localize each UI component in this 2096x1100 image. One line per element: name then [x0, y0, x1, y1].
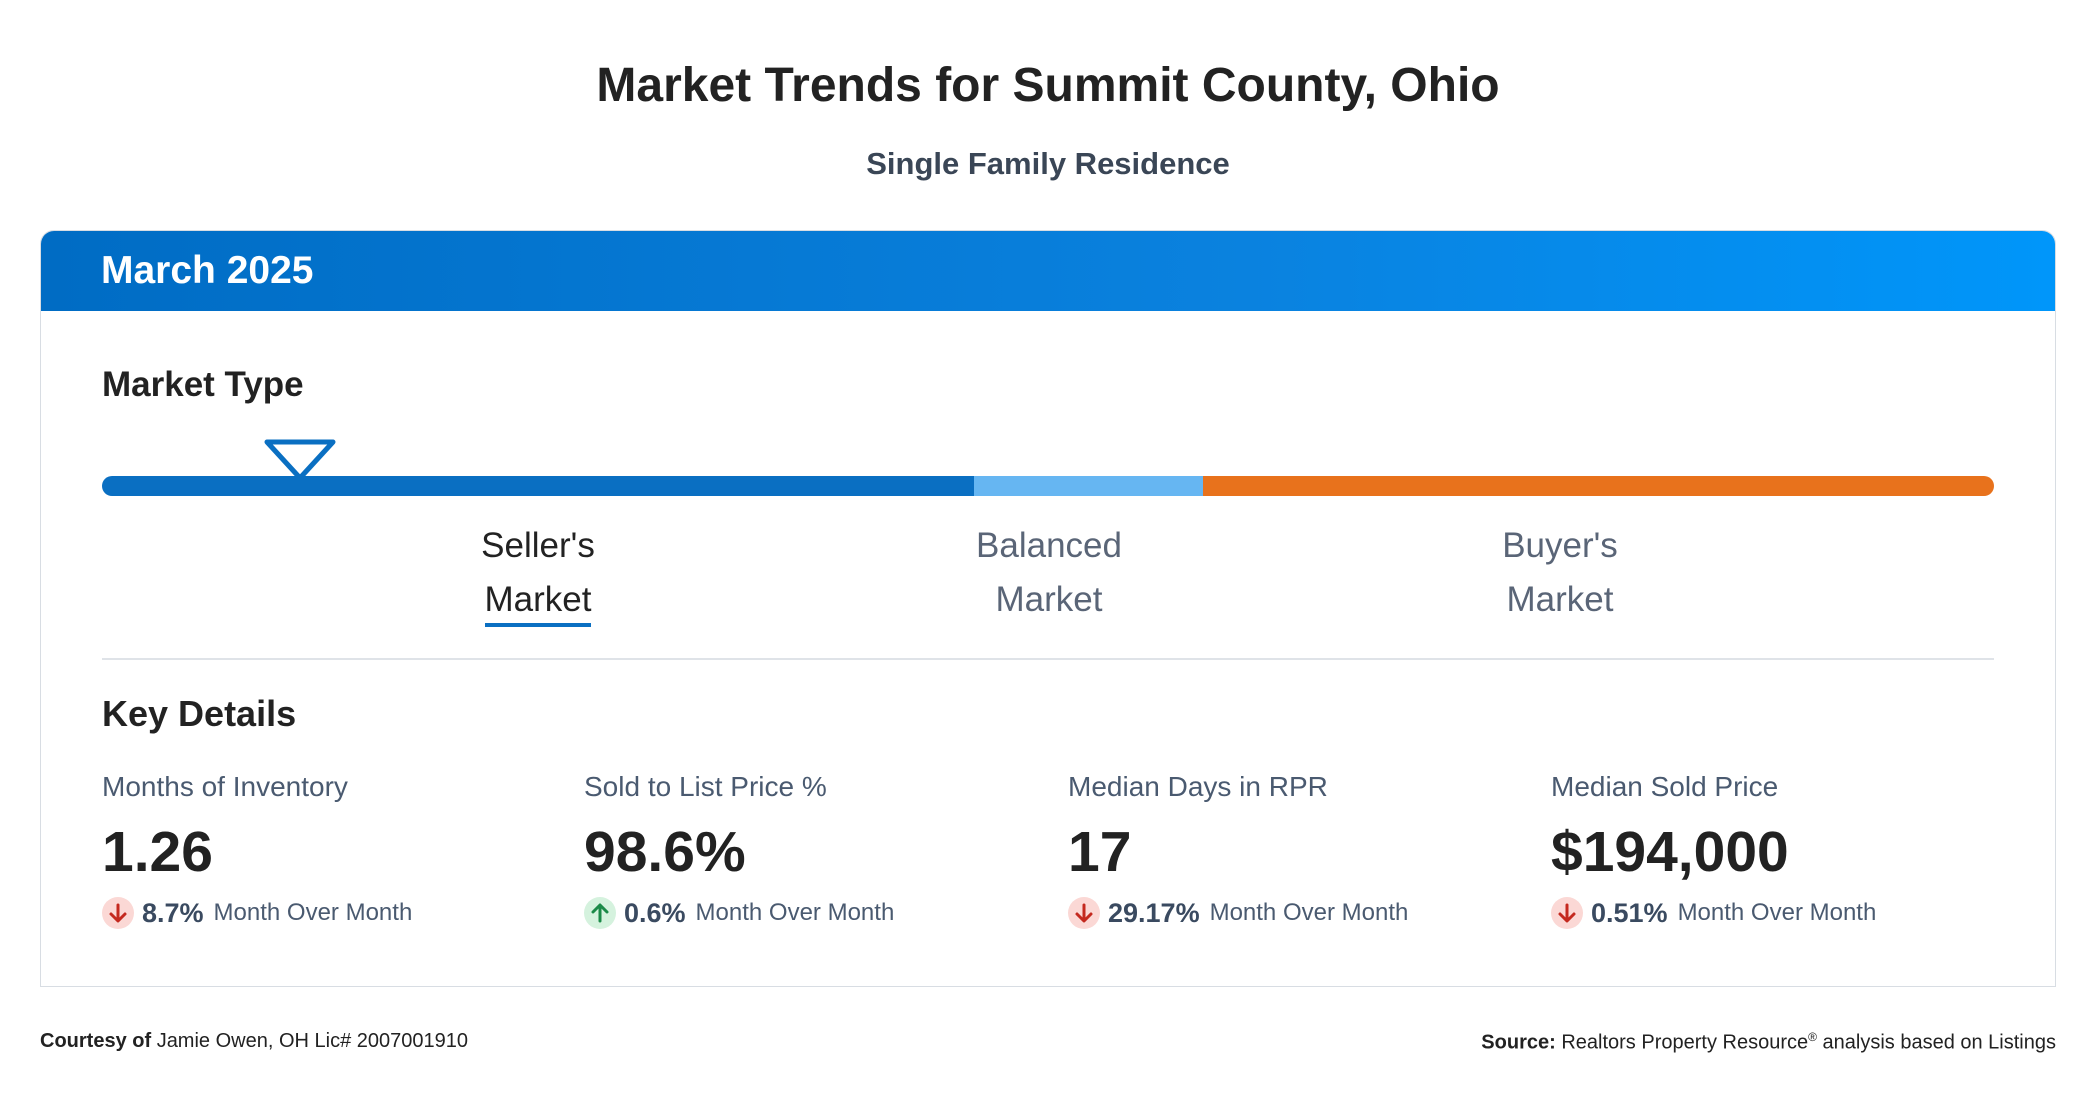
change-icon — [584, 897, 616, 929]
section-title: Key Details — [102, 693, 297, 734]
source-label: Source: — [1481, 1031, 1556, 1054]
change-percent: 0.6% — [624, 897, 686, 928]
icon-arrow — [1075, 903, 1093, 923]
divider — [102, 658, 1994, 660]
source-rest: analysis based on Listings — [1822, 1031, 2056, 1054]
segment-label-line: Buyer's — [1502, 526, 1618, 565]
bar-segment — [1203, 476, 1994, 496]
metric-value: $194,000 — [1551, 820, 1789, 884]
segment-label: Seller's Market — [388, 519, 688, 627]
change-percent: 8.7% — [142, 897, 204, 928]
change-percent: 0.51% — [1591, 897, 1668, 928]
page-title: Market Trends for Summit County, Ohio — [596, 59, 1500, 112]
icon-arrow — [1558, 903, 1576, 923]
metric: Median Sold Price $194,000 0.51% Month Over… — [1551, 771, 2031, 929]
change-percent: 29.17% — [1108, 897, 1200, 928]
change-label: Month Over Month — [1677, 899, 1877, 926]
segment-label: Buyer's Market — [1410, 519, 1710, 627]
metric-value: 98.6% — [584, 820, 746, 884]
card-header: March 2025 — [41, 231, 2055, 311]
metric-label: Median Sold Price — [1551, 771, 1779, 802]
metric-change: 8.7% Month Over Month — [102, 897, 582, 929]
metric: Sold to List Price % 98.6% 0.6% Month Over … — [584, 771, 1064, 929]
active-underline — [484, 623, 592, 627]
segment-label-line: Market — [484, 577, 592, 627]
metric: Median Days in RPR 17 29.17% Month Over Mon… — [1068, 771, 1548, 929]
change-label: Month Over Month — [1209, 899, 1409, 926]
courtesy-label: Courtesy of — [40, 1030, 152, 1052]
source-mark: ® — [1808, 1030, 1817, 1044]
change-icon — [1551, 897, 1583, 929]
segment-label-line: Market — [1506, 580, 1614, 619]
icon-arrow — [109, 903, 127, 923]
courtesy-text: Jamie Owen, OH Lic# 2007001910 — [156, 1030, 468, 1052]
metric-label: Median Days in RPR — [1068, 771, 1328, 802]
page-subtitle: Single Family Residence — [866, 146, 1230, 181]
metric-label: Months of Inventory — [102, 771, 348, 802]
change-icon — [1068, 897, 1100, 929]
metric: Months of Inventory 1.26 8.7% Month Over Mo… — [102, 771, 582, 929]
segment-label-line: Seller's — [481, 526, 595, 565]
market-bar — [102, 476, 1994, 496]
metric-change: 0.51% Month Over Month — [1551, 897, 2031, 929]
market-card: March 2025 Market Type Key Details Selle… — [40, 230, 2056, 987]
courtesy: Courtesy of Jamie Owen, OH Lic# 20070019… — [40, 1030, 468, 1053]
market-indicator — [264, 439, 336, 481]
segment-label-line: Balanced — [976, 526, 1122, 565]
source: Source: Realtors Property Resource® anal… — [1481, 1030, 2056, 1055]
source-name: Realtors Property Resource — [1561, 1031, 1809, 1054]
metric-change: 0.6% Month Over Month — [584, 897, 1064, 929]
metric-value: 17 — [1068, 820, 1132, 884]
bar-segment — [974, 476, 1203, 496]
period: March 2025 — [101, 249, 314, 292]
change-icon — [102, 897, 134, 929]
metric-value: 1.26 — [102, 820, 213, 884]
segment-label-line: Market — [995, 580, 1103, 619]
bar-segment — [102, 476, 974, 496]
change-label: Month Over Month — [695, 899, 895, 926]
segment-label: Balanced Market — [899, 519, 1199, 627]
metric-change: 29.17% Month Over Month — [1068, 897, 1548, 929]
metric-label: Sold to List Price % — [584, 771, 827, 802]
icon-arrow — [591, 903, 609, 923]
change-label: Month Over Month — [213, 899, 413, 926]
section-title: Market Type — [102, 365, 304, 404]
